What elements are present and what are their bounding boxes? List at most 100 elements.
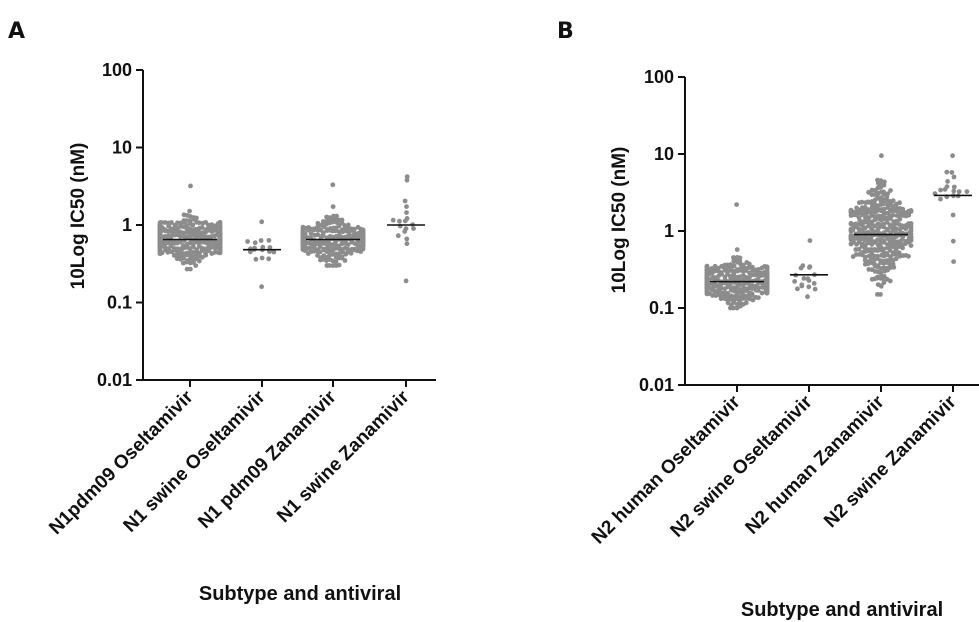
data-point bbox=[866, 215, 872, 221]
data-point bbox=[879, 153, 884, 159]
data-point bbox=[875, 203, 881, 209]
data-point bbox=[764, 272, 770, 277]
data-point bbox=[764, 288, 770, 294]
data-point bbox=[188, 183, 193, 189]
data-point bbox=[324, 263, 330, 268]
data-point bbox=[728, 287, 734, 293]
data-point bbox=[157, 220, 163, 226]
data-point bbox=[887, 278, 893, 284]
y-ticks-b: 0.01 0.1 1 10 100 bbox=[639, 67, 685, 395]
data-point bbox=[885, 227, 890, 233]
data-point bbox=[862, 261, 868, 267]
data-point bbox=[869, 192, 875, 198]
median-lines-a bbox=[163, 224, 425, 251]
data-point bbox=[704, 285, 710, 290]
data-point bbox=[888, 188, 893, 193]
data-point bbox=[908, 243, 914, 249]
x-axis-label-b: Subtype and antiviral bbox=[741, 599, 943, 621]
data-point bbox=[848, 229, 854, 234]
y-tick-label: 1 bbox=[664, 221, 674, 241]
data-point bbox=[881, 239, 887, 245]
data-point bbox=[199, 248, 205, 253]
data-point bbox=[343, 251, 349, 257]
data-point bbox=[352, 232, 357, 237]
data-point bbox=[950, 212, 956, 218]
data-point bbox=[404, 210, 409, 216]
data-point bbox=[266, 256, 272, 262]
data-point bbox=[951, 174, 957, 180]
data-point bbox=[305, 227, 311, 233]
data-point bbox=[872, 223, 878, 229]
y-tick-label: 1 bbox=[122, 215, 132, 235]
data-point bbox=[872, 248, 878, 253]
data-point bbox=[869, 205, 875, 210]
data-point bbox=[324, 228, 330, 233]
data-point bbox=[848, 221, 854, 227]
data-point bbox=[252, 240, 258, 246]
data-point bbox=[945, 179, 950, 184]
data-point bbox=[716, 273, 722, 279]
data-point bbox=[938, 196, 943, 202]
data-point bbox=[704, 263, 710, 269]
data-point bbox=[750, 267, 756, 273]
data-point bbox=[807, 265, 812, 270]
data-point bbox=[869, 187, 875, 193]
data-point bbox=[738, 303, 743, 309]
x-tick-label: N2 swine Zanamivir bbox=[820, 391, 961, 532]
data-point bbox=[217, 249, 223, 255]
data-point bbox=[792, 279, 797, 284]
data-point bbox=[259, 219, 265, 225]
data-point bbox=[187, 208, 193, 214]
data-point bbox=[360, 232, 366, 237]
data-point bbox=[890, 198, 896, 204]
data-point bbox=[891, 264, 897, 270]
data-point bbox=[868, 255, 874, 261]
data-point bbox=[903, 226, 909, 232]
data-point bbox=[203, 252, 209, 258]
data-point bbox=[308, 231, 314, 237]
data-point bbox=[881, 201, 887, 207]
data-point bbox=[318, 257, 323, 263]
data-point bbox=[334, 213, 339, 219]
panel-letter-b: B bbox=[557, 19, 574, 44]
data-point bbox=[749, 286, 755, 291]
data-point bbox=[869, 201, 875, 207]
data-point bbox=[390, 217, 396, 223]
data-point bbox=[722, 267, 728, 273]
y-tick-label: 0.01 bbox=[639, 375, 674, 395]
data-point bbox=[196, 258, 202, 264]
data-point bbox=[402, 218, 408, 224]
data-point bbox=[863, 215, 868, 221]
data-point bbox=[881, 212, 887, 218]
data-point bbox=[259, 255, 265, 261]
data-point bbox=[857, 221, 863, 227]
y-tick-label: 0.01 bbox=[97, 370, 132, 390]
data-point bbox=[404, 204, 409, 210]
data-point bbox=[854, 205, 859, 211]
data-point bbox=[906, 212, 912, 218]
data-point bbox=[869, 260, 875, 266]
data-point bbox=[731, 255, 736, 260]
data-point bbox=[755, 288, 761, 293]
axes-a bbox=[142, 70, 436, 387]
data-point bbox=[171, 253, 177, 258]
data-point bbox=[199, 225, 205, 230]
data-point bbox=[315, 224, 321, 229]
data-point bbox=[881, 280, 887, 285]
x-tick-label: N1pdm09 Oseltamivir bbox=[45, 386, 198, 539]
data-point bbox=[764, 279, 770, 285]
x-tick-label: N2 human Zanamivir bbox=[742, 391, 889, 538]
data-point bbox=[812, 286, 818, 292]
data-point bbox=[856, 200, 862, 206]
data-point bbox=[710, 287, 715, 293]
data-point bbox=[746, 261, 752, 267]
x-axis-label-a: Subtype and antiviral bbox=[199, 583, 401, 605]
data-point bbox=[333, 245, 338, 251]
data-point bbox=[866, 267, 872, 272]
data-point bbox=[942, 187, 948, 192]
data-point bbox=[749, 292, 755, 298]
axes-b bbox=[684, 77, 979, 392]
data-point bbox=[330, 182, 336, 188]
